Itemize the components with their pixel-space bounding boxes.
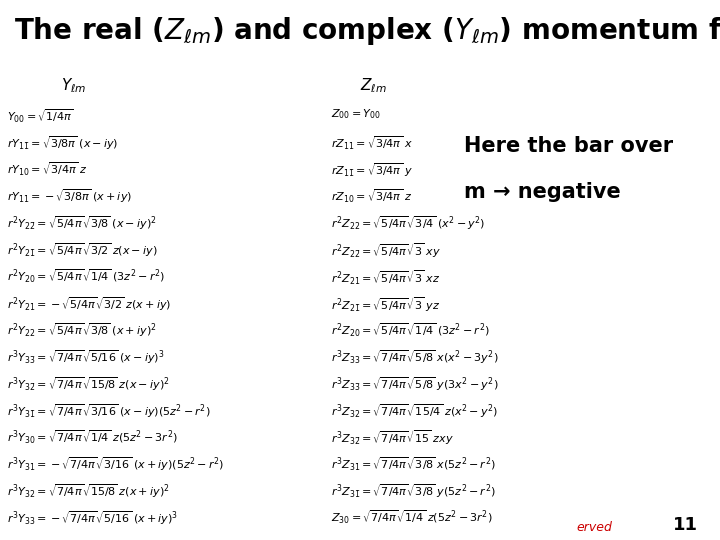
- Text: Here the bar over: Here the bar over: [464, 136, 673, 156]
- Text: $r^3Z_{33} = \sqrt{7/4\pi}\sqrt{5/8}\;x(x^2 - 3y^2)$: $r^3Z_{33} = \sqrt{7/4\pi}\sqrt{5/8}\;x(…: [331, 348, 499, 366]
- Text: $r^2Z_{21} = \sqrt{5/4\pi}\sqrt{3}\;xz$: $r^2Z_{21} = \sqrt{5/4\pi}\sqrt{3}\;xz$: [331, 268, 441, 287]
- Text: $r^3Y_{32} = \sqrt{7/4\pi}\sqrt{15/8}\;z(x + iy)^2$: $r^3Y_{32} = \sqrt{7/4\pi}\sqrt{15/8}\;z…: [7, 482, 170, 500]
- Text: $Y_{00} = \sqrt{1/4\pi}$: $Y_{00} = \sqrt{1/4\pi}$: [7, 107, 74, 125]
- Text: $r^2Z_{2\bar{1}} = \sqrt{5/4\pi}\sqrt{3}\;yz$: $r^2Z_{2\bar{1}} = \sqrt{5/4\pi}\sqrt{3}…: [331, 295, 441, 314]
- Text: $r^3Z_{3\bar{1}} = \sqrt{7/4\pi}\sqrt{3/8}\;y(5z^2 - r^2)$: $r^3Z_{3\bar{1}} = \sqrt{7/4\pi}\sqrt{3/…: [331, 482, 496, 500]
- Text: erved: erved: [576, 521, 612, 534]
- Text: $r^3Y_{33} = -\sqrt{7/4\pi}\sqrt{5/16}\;(x + iy)^3$: $r^3Y_{33} = -\sqrt{7/4\pi}\sqrt{5/16}\;…: [7, 509, 179, 526]
- Text: The real ($Z_{\ell m}$) and complex ($Y_{\ell m}$) momentum functions: The real ($Z_{\ell m}$) and complex ($Y_…: [14, 15, 720, 47]
- Text: $r^2Y_{22} = \sqrt{5/4\pi}\sqrt{3/8}\;(x + iy)^2$: $r^2Y_{22} = \sqrt{5/4\pi}\sqrt{3/8}\;(x…: [7, 322, 157, 339]
- Text: $Y_{\ell m}$: $Y_{\ell m}$: [61, 77, 86, 95]
- Text: $Z_{00} = Y_{00}$: $Z_{00} = Y_{00}$: [331, 107, 381, 122]
- Text: $r^2Z_{20} = \sqrt{5/4\pi}\sqrt{1/4}\;(3z^2 - r^2)$: $r^2Z_{20} = \sqrt{5/4\pi}\sqrt{1/4}\;(3…: [331, 322, 490, 339]
- Text: $r^2Z_{2\bar{2}} = \sqrt{5/4\pi}\sqrt{3}\;xy$: $r^2Z_{2\bar{2}} = \sqrt{5/4\pi}\sqrt{3}…: [331, 241, 441, 260]
- Text: $r^3Y_{31} = -\sqrt{7/4\pi}\sqrt{3/16}\;(x + iy)(5z^2 - r^2)$: $r^3Y_{31} = -\sqrt{7/4\pi}\sqrt{3/16}\;…: [7, 455, 225, 473]
- Text: $r^3Z_{32} = \sqrt{7/4\pi}\sqrt{15/4}\;z(x^2 - y^2)$: $r^3Z_{32} = \sqrt{7/4\pi}\sqrt{15/4}\;z…: [331, 402, 498, 420]
- Text: $r^3Y_{3\bar{2}} = \sqrt{7/4\pi}\sqrt{15/8}\;z(x - iy)^2$: $r^3Y_{3\bar{2}} = \sqrt{7/4\pi}\sqrt{15…: [7, 375, 170, 393]
- Text: $rY_{10} = \sqrt{3/4\pi}\;z$: $rY_{10} = \sqrt{3/4\pi}\;z$: [7, 161, 87, 179]
- Text: $r^3Z_{3\bar{3}} = \sqrt{7/4\pi}\sqrt{5/8}\;y(3x^2 - y^2)$: $r^3Z_{3\bar{3}} = \sqrt{7/4\pi}\sqrt{5/…: [331, 375, 499, 393]
- Text: $r^2Y_{2\bar{2}} = \sqrt{5/4\pi}\sqrt{3/8}\;(x - iy)^2$: $r^2Y_{2\bar{2}} = \sqrt{5/4\pi}\sqrt{3/…: [7, 214, 157, 232]
- Text: $r^2Y_{2\bar{1}} = \sqrt{5/4\pi}\sqrt{3/2}\;z(x - iy)$: $r^2Y_{2\bar{1}} = \sqrt{5/4\pi}\sqrt{3/…: [7, 241, 158, 259]
- Text: $rY_{11} = -\sqrt{3/8\pi}\;(x + iy)$: $rY_{11} = -\sqrt{3/8\pi}\;(x + iy)$: [7, 188, 132, 205]
- Text: $r^2Y_{20} = \sqrt{5/4\pi}\sqrt{1/4}\;(3z^2 - r^2)$: $r^2Y_{20} = \sqrt{5/4\pi}\sqrt{1/4}\;(3…: [7, 268, 165, 285]
- Text: $rZ_{10} = \sqrt{3/4\pi}\;z$: $rZ_{10} = \sqrt{3/4\pi}\;z$: [331, 188, 413, 205]
- Text: $rZ_{1\bar{1}} = \sqrt{3/4\pi}\;y$: $rZ_{1\bar{1}} = \sqrt{3/4\pi}\;y$: [331, 161, 413, 179]
- Text: $Z_{\ell m}$: $Z_{\ell m}$: [360, 77, 387, 95]
- Text: $r^3Y_{30} = \sqrt{7/4\pi}\sqrt{1/4}\;z(5z^2 - 3r^2)$: $r^3Y_{30} = \sqrt{7/4\pi}\sqrt{1/4}\;z(…: [7, 429, 178, 446]
- Text: $rY_{1\bar{1}} = \sqrt{3/8\pi}\;(x - iy)$: $rY_{1\bar{1}} = \sqrt{3/8\pi}\;(x - iy)…: [7, 134, 119, 152]
- Text: $r^3Y_{3\bar{3}} = \sqrt{7/4\pi}\sqrt{5/16}\;(x - iy)^3$: $r^3Y_{3\bar{3}} = \sqrt{7/4\pi}\sqrt{5/…: [7, 348, 165, 366]
- Text: $rZ_{11} = \sqrt{3/4\pi}\;x$: $rZ_{11} = \sqrt{3/4\pi}\;x$: [331, 134, 413, 152]
- Text: m → negative: m → negative: [464, 181, 621, 201]
- Text: 11: 11: [673, 516, 698, 534]
- Text: $r^3Y_{3\bar{1}} = \sqrt{7/4\pi}\sqrt{3/16}\;(x-iy)(5z^2 - r^2)$: $r^3Y_{3\bar{1}} = \sqrt{7/4\pi}\sqrt{3/…: [7, 402, 211, 420]
- Text: $r^2Z_{22} = \sqrt{5/4\pi}\sqrt{3/4}\;(x^2 - y^2)$: $r^2Z_{22} = \sqrt{5/4\pi}\sqrt{3/4}\;(x…: [331, 214, 485, 232]
- Text: $r^3Z_{31} = \sqrt{7/4\pi}\sqrt{3/8}\;x(5z^2 - r^2)$: $r^3Z_{31} = \sqrt{7/4\pi}\sqrt{3/8}\;x(…: [331, 455, 496, 472]
- Text: $r^2Y_{21} = -\sqrt{5/4\pi}\sqrt{3/2}\;z(x + iy)$: $r^2Y_{21} = -\sqrt{5/4\pi}\sqrt{3/2}\;z…: [7, 295, 171, 313]
- Text: $r^3Z_{3\bar{2}} = \sqrt{7/4\pi}\sqrt{15}\;zxy$: $r^3Z_{3\bar{2}} = \sqrt{7/4\pi}\sqrt{15…: [331, 429, 454, 447]
- Text: $Z_{30} = \sqrt{7/4\pi}\sqrt{1/4}\;z(5z^2 - 3r^2)$: $Z_{30} = \sqrt{7/4\pi}\sqrt{1/4}\;z(5z^…: [331, 509, 492, 526]
